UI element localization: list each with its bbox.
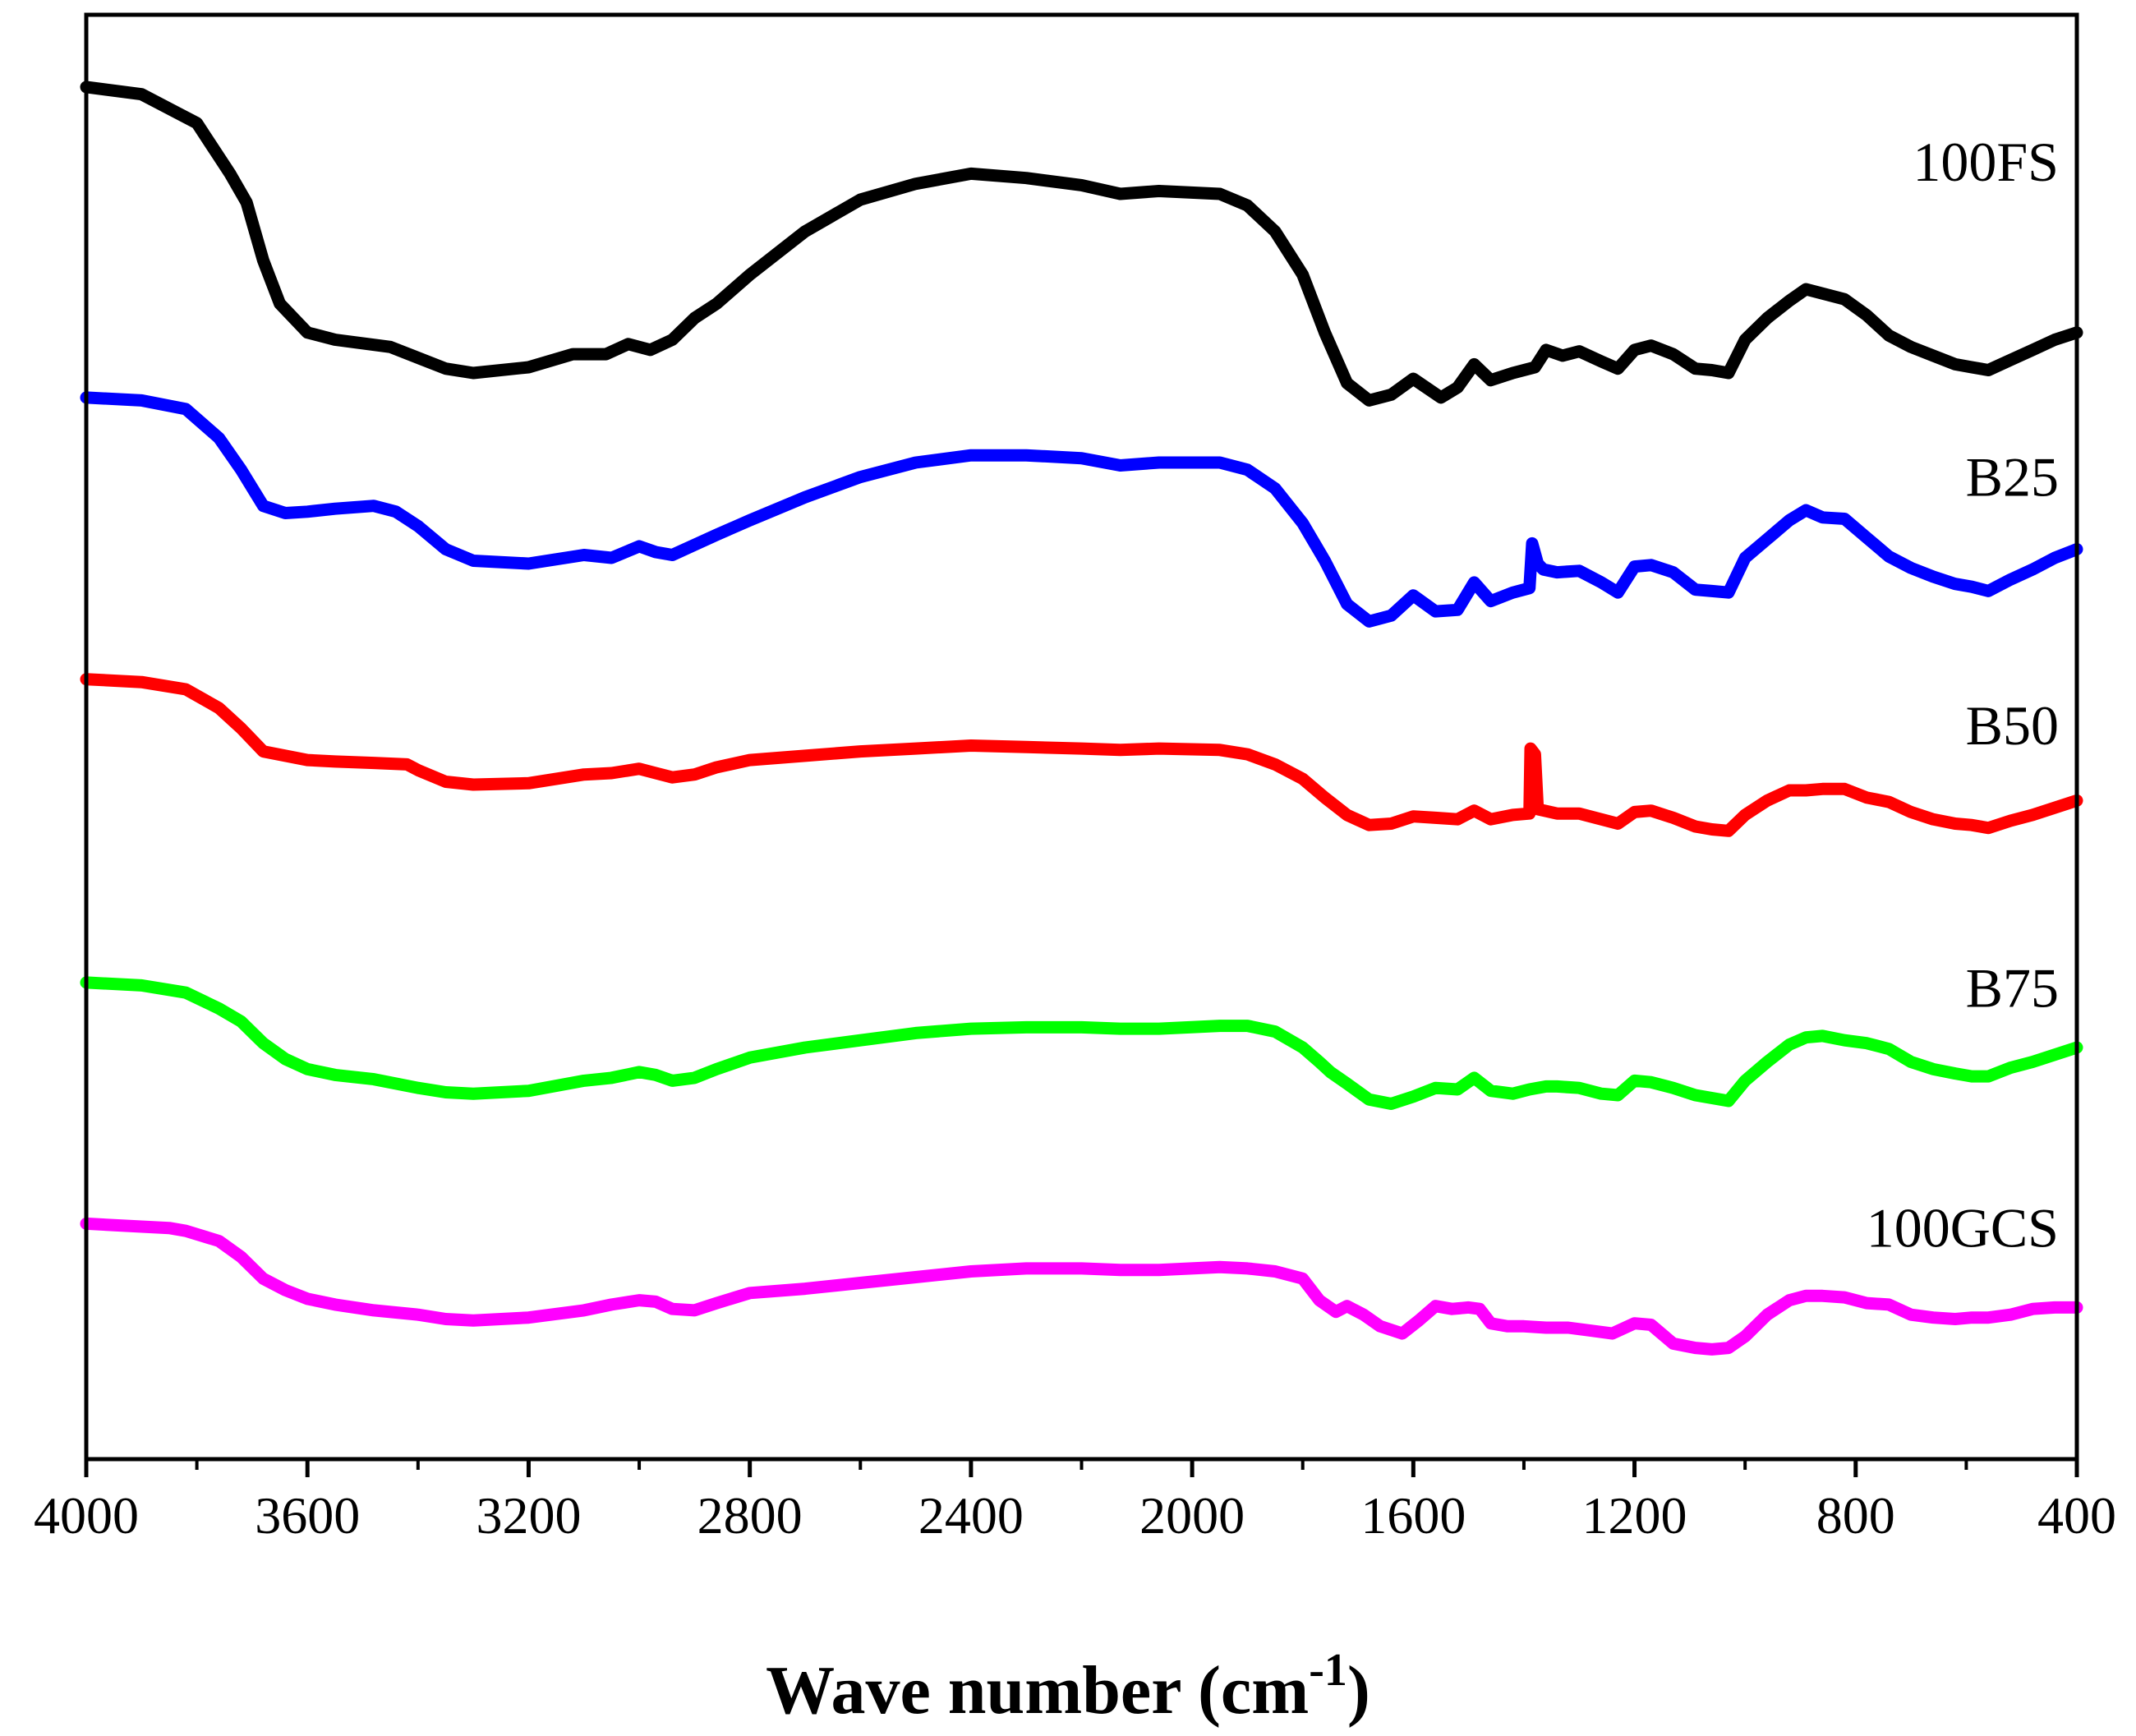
x-tick-label: 400 xyxy=(2037,1486,2116,1545)
series-label-100gcs: 100GCS xyxy=(1867,1197,2059,1259)
x-axis-title: Wave number (cm-1) xyxy=(766,1645,1370,1729)
x-tick-label: 1200 xyxy=(1582,1486,1687,1545)
series-label-100fs: 100FS xyxy=(1913,131,2059,193)
x-tick-label: 3200 xyxy=(476,1486,581,1545)
x-axis-title-end: ) xyxy=(1347,1652,1370,1729)
series-labels: 100FS B25 B50 B75 100GCS xyxy=(1867,131,2059,1259)
series-label-b25: B25 xyxy=(1966,445,2059,508)
series-label-b75: B75 xyxy=(1966,957,2059,1020)
x-axis: 4000 3600 3200 2800 2400 2000 1600 1200 800 400 xyxy=(34,1459,2116,1545)
series-layer xyxy=(80,81,2083,1356)
series-label-b50: B50 xyxy=(1966,694,2059,757)
x-tick-label: 2800 xyxy=(697,1486,803,1545)
x-tick-label: 2400 xyxy=(918,1486,1024,1545)
x-tick-label: 1600 xyxy=(1360,1486,1466,1545)
series-line-100fs xyxy=(80,81,2083,407)
series-line-b75 xyxy=(80,976,2083,1110)
x-tick-label: 3600 xyxy=(255,1486,360,1545)
plot-frame xyxy=(84,12,2079,1462)
x-tick-label: 2000 xyxy=(1139,1486,1245,1545)
series-line-100gcs xyxy=(80,1217,2083,1356)
x-axis-title-superscript: -1 xyxy=(1309,1645,1347,1696)
series-line-b50 xyxy=(80,673,2083,837)
x-tick-label: 4000 xyxy=(34,1486,139,1545)
x-tick-label: 800 xyxy=(1816,1486,1895,1545)
x-axis-title-main: Wave number (cm xyxy=(766,1652,1309,1729)
series-line-b25 xyxy=(80,391,2083,628)
